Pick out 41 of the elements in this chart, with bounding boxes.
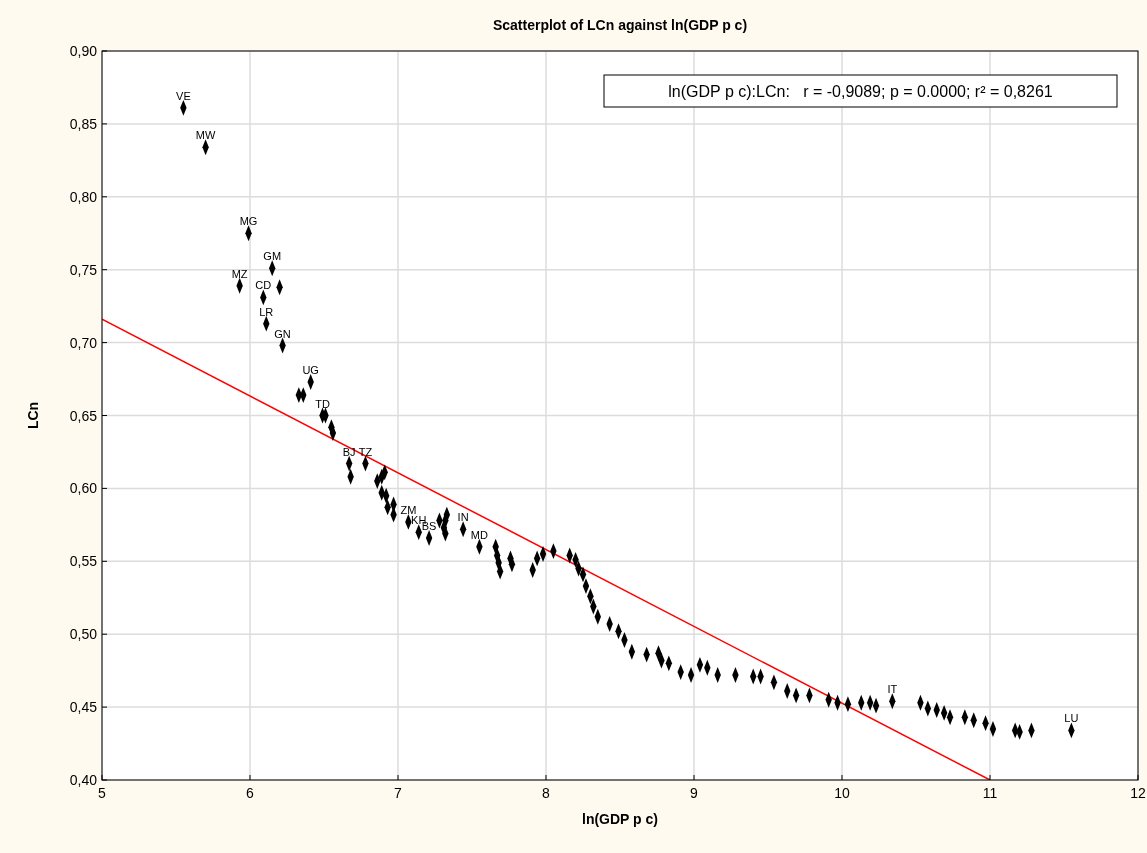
y-tick-label: 0,80 — [69, 188, 98, 205]
data-label: LU — [1064, 712, 1079, 725]
data-label: ZM — [400, 503, 417, 516]
x-axis-title: ln(GDP p c) — [582, 811, 658, 827]
data-label: MD — [470, 528, 489, 541]
data-label: MZ — [231, 267, 248, 280]
chart-title: Scatterplot of LCn against ln(GDP p c) — [492, 17, 748, 33]
data-label: UG — [302, 363, 319, 376]
data-label: VE — [176, 89, 191, 102]
y-tick-label: 0,65 — [69, 407, 98, 424]
x-tick-label: 10 — [834, 785, 850, 801]
data-label: MW — [195, 129, 216, 142]
x-tick-label: 11 — [982, 785, 998, 801]
data-label: GM — [263, 250, 282, 263]
x-tick-label: 8 — [542, 785, 551, 801]
y-tick-label: 0,75 — [69, 261, 98, 278]
y-tick-label: 0,70 — [69, 334, 98, 351]
data-label: IT — [887, 683, 898, 696]
y-tick-label: 0,90 — [69, 43, 98, 59]
y-tick-label: 0,40 — [69, 772, 98, 788]
y-tick-label: 0,45 — [69, 699, 98, 716]
data-label: IN — [457, 511, 469, 524]
statistics-text-box: ln(GDP p c):LCn: r = -0,9089; p = 0.0000; r² = 0,8261 — [603, 74, 1118, 108]
x-tick-label: 7 — [394, 785, 403, 801]
x-tick-label: 9 — [690, 785, 699, 801]
y-axis-title: LCn — [25, 401, 41, 430]
data-label: TD — [315, 397, 330, 410]
x-tick-label: 6 — [246, 785, 255, 801]
data-label: BJ — [342, 445, 356, 458]
x-tick-label: 5 — [98, 785, 107, 801]
x-tick-label: 12 — [1130, 785, 1146, 801]
data-label: GN — [274, 327, 291, 340]
data-label: CD — [255, 279, 272, 292]
data-label: TZ — [358, 445, 373, 458]
y-tick-label: 0,85 — [69, 115, 98, 132]
data-label: LR — [259, 305, 274, 318]
y-tick-label: 0,50 — [69, 626, 98, 643]
y-tick-label: 0,60 — [69, 480, 98, 497]
y-tick-label: 0,55 — [69, 553, 98, 570]
annotation: ln(GDP p c):LCn: r = -0,9089; p = 0.0000; r² = 0,8261 — [668, 83, 1053, 100]
data-label: MG — [239, 215, 258, 228]
